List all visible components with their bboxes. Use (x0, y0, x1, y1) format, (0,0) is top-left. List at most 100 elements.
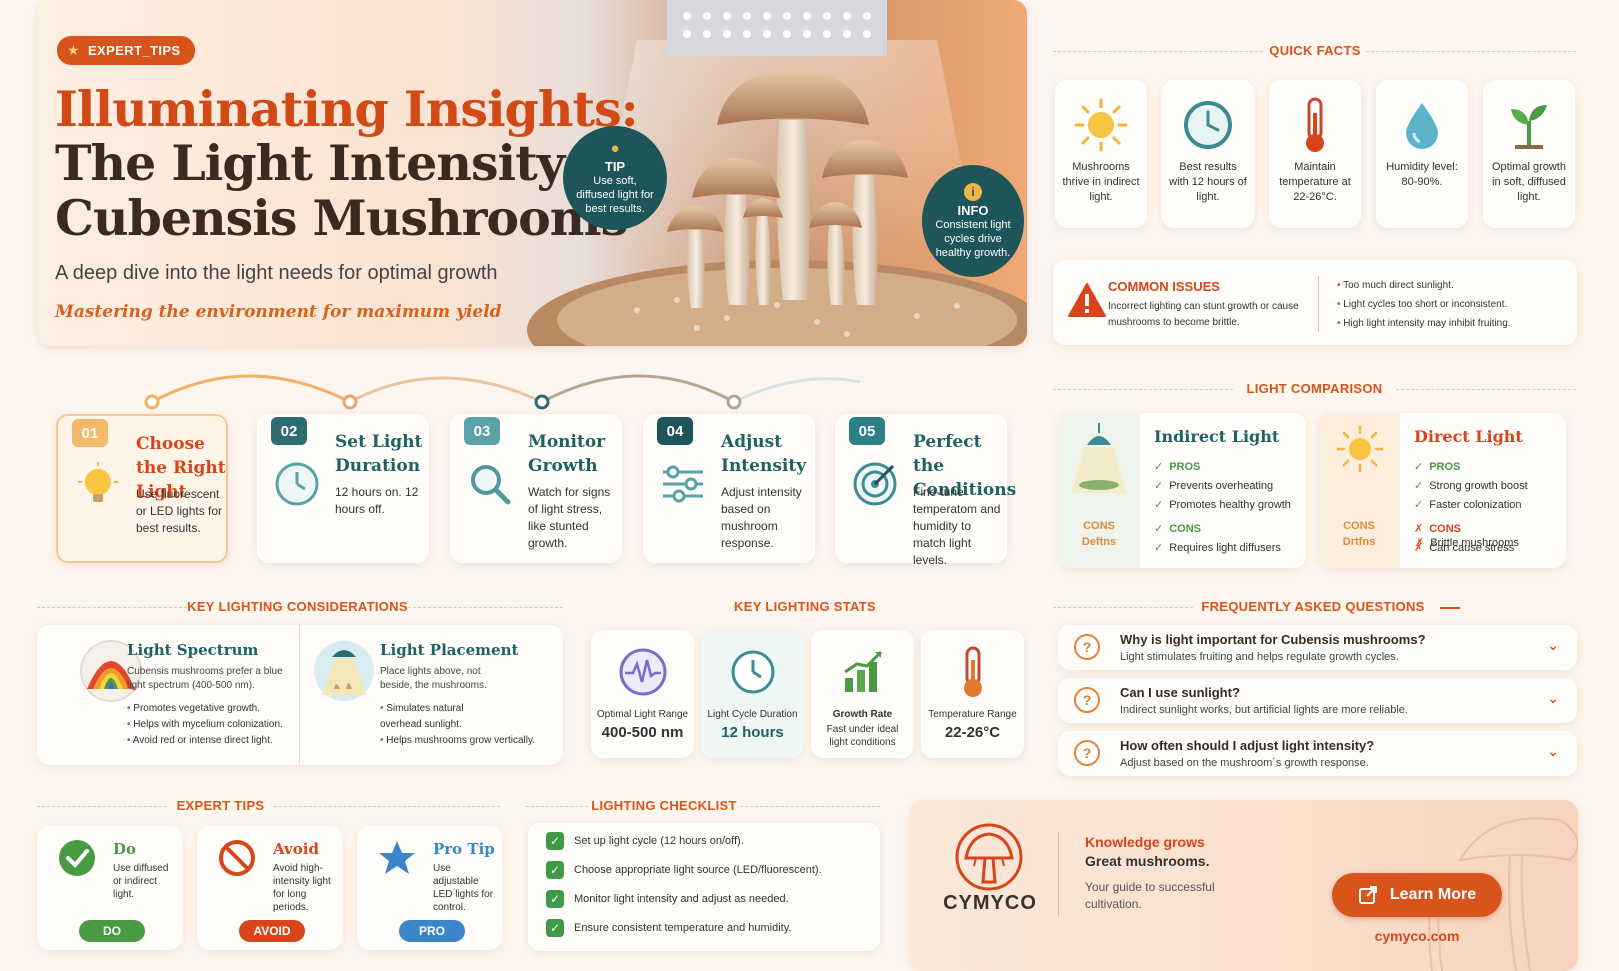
direct-pros-label: ✓ PROS (1414, 461, 1461, 473)
step-body: Fine-tune temperatom and humidity to mat… (913, 485, 1001, 567)
learn-more-button[interactable]: Learn More (1332, 873, 1502, 917)
step-number: 04 (657, 417, 693, 445)
placement-desc: Place lights above, not beside, the mush… (380, 666, 487, 691)
fact-card: Best results with 12 hours of light. (1162, 80, 1254, 228)
faq-title: FREQUENTLY ASKED QUESTIONS (1201, 599, 1425, 614)
considerations-card: Light Spectrum Cubensis mushrooms prefer… (37, 625, 563, 765)
stat-value: 22-26°C (944, 724, 1001, 741)
light-bulb-icon (78, 462, 118, 502)
stat-label: Temperature Range (928, 709, 1017, 720)
waveform-icon (591, 640, 694, 704)
water-drop-icon (1376, 90, 1468, 160)
sliders-icon (663, 465, 703, 503)
expert-tips-badge: ★ EXPERT_TIPS (57, 36, 195, 65)
tip-desc: Avoid high-intensity light for long peri… (273, 863, 331, 913)
step-number: 03 (464, 417, 500, 445)
no-entry-icon (219, 840, 255, 876)
lightbulb-icon: ● (610, 140, 620, 157)
considerations-title: KEY LIGHTING CONSIDERATIONS (187, 599, 408, 614)
placement-bullet: Simulates natural overhead sunlight. (380, 701, 500, 733)
indirect-pro-item: ✓ Prevents overheating (1154, 480, 1274, 492)
direct-side-text: CONS Drtfns (1342, 520, 1376, 548)
issue-item: • High light intensity may inhibit fruit… (1337, 318, 1511, 329)
checkbox-icon[interactable]: ✓ (546, 919, 564, 937)
brand-name: CYMYCO (943, 892, 1037, 914)
spectrum-title: Light Spectrum (127, 641, 259, 659)
checkbox-icon[interactable]: ✓ (546, 890, 564, 908)
chevron-down-icon[interactable]: ⌄ (1547, 743, 1559, 759)
step-card-1: 01 Choose the Right Light Use fluorescen… (56, 414, 228, 563)
expert-tips-title: EXPERT TIPS (176, 798, 265, 813)
checklist-item[interactable]: ✓ Choose appropriate light source (LED/fl… (546, 861, 822, 879)
direct-light-card: CONS Drtfns Direct Light ✓ PROS ✓ Strong gr… (1318, 413, 1566, 568)
issue-item: • Too much direct sunlight. (1337, 280, 1454, 291)
website-link[interactable]: cymyco.com (1374, 928, 1460, 944)
placement-block: Light Placement Place lights above, not … (380, 641, 555, 749)
hero-title-line-3: Cubensis Mushrooms (55, 189, 628, 247)
checklist-card (528, 823, 880, 951)
cta-line-1: Knowledge grows (1085, 834, 1205, 850)
step-title: Monitor Growth (528, 432, 606, 476)
tip-title: Do (113, 840, 137, 858)
hero-title-line-1: Illuminating Insights: (55, 80, 639, 138)
step-card-2: 02 Set Light Duration 12 hours on. 12 ho… (257, 414, 429, 563)
indirect-pro-item: ✓ Promotes healthy growth (1154, 499, 1291, 511)
checkbox-icon[interactable]: ✓ (546, 861, 564, 879)
chevron-down-icon[interactable]: ⌄ (1547, 690, 1559, 706)
chevron-down-icon[interactable]: ⌄ (1547, 637, 1559, 653)
checklist-title: LIGHTING CHECKLIST (591, 798, 737, 813)
faq-question: Can I use sunlight? (1120, 685, 1240, 700)
tip-desc: Use diffused or indirect light. (113, 863, 169, 900)
clock-icon (701, 640, 804, 704)
spectrum-icon (80, 640, 142, 702)
tip-card-do: Do Use diffused or indirect light. DO (37, 826, 182, 950)
target-icon (853, 462, 897, 506)
cymyco-logo-icon (955, 823, 1023, 891)
step-card-5: 05 Perfect the Conditions Fine-tune temp… (835, 414, 1016, 567)
spectrum-block: Light Spectrum Cubensis mushrooms prefer… (127, 641, 297, 749)
faq-item[interactable]: ? How often should I adjust light intens… (1058, 731, 1577, 776)
tip-desc: Use adjustable LED lights for control. (433, 863, 494, 913)
step-title: Adjust Intensity (721, 432, 807, 476)
spectrum-bullet: Helps with mycelium colonization. (127, 717, 297, 733)
question-icon: ? (1074, 634, 1100, 660)
placement-title: Light Placement (380, 641, 519, 659)
faq-item[interactable]: ? Can I use sunlight? Indirect sunlight … (1058, 678, 1577, 723)
checkbox-icon[interactable]: ✓ (546, 832, 564, 850)
direct-cons-label: ✗ CONS (1414, 523, 1461, 535)
tip-pill-pro: PRO (399, 920, 465, 942)
checklist-item[interactable]: ✓ Set up light cycle (12 hours on/off). (546, 832, 744, 850)
clock-icon (1162, 90, 1254, 160)
step-body: Use fluorescent or LED lights for best r… (136, 487, 223, 535)
cta-description: Your guide to successful cultivation. (1085, 880, 1215, 911)
common-issues-bullets: • Too much direct sunlight. • Light cycl… (1337, 276, 1511, 333)
checklist-item[interactable]: ✓ Monitor light intensity and adjust as n… (546, 890, 789, 908)
placement-bullets: Simulates natural overhead sunlight. Hel… (380, 701, 555, 749)
checklist-item[interactable]: ✓ Ensure consistent temperature and humid… (546, 919, 791, 937)
info-bubble: i INFO Consistent light cycles drive hea… (922, 165, 1024, 277)
placement-bullet: Helps mushrooms grow vertically. (380, 733, 555, 749)
tip-title: Avoid (273, 840, 319, 858)
faq-item[interactable]: ? Why is light important for Cubensis mu… (1058, 625, 1577, 670)
tip-pill-do: DO (79, 920, 145, 942)
star-icon: ★ (67, 42, 80, 58)
sprout-icon (1483, 90, 1575, 160)
direct-con-item: ✗ Brittle mushrooms (1415, 537, 1519, 549)
learn-more-label: Learn More (1389, 886, 1477, 903)
issue-item: • Light cycles too short or inconsistent… (1337, 299, 1508, 310)
stat-value: Fast under ideal light conditions (826, 724, 899, 748)
stat-label: Optimal Light Range (596, 709, 689, 720)
common-issues-title: COMMON ISSUES (1108, 279, 1220, 294)
cta-banner: CYMYCO Knowledge grows Great mushrooms. … (910, 800, 1578, 971)
direct-pro-item: ✓ Faster colonization (1414, 499, 1522, 511)
check-circle-icon (59, 840, 95, 876)
common-issues-text: Incorrect lighting can stunt growth or c… (1108, 301, 1299, 328)
indirect-side-text: CONS Deftns (1081, 520, 1117, 548)
fact-text: Humidity level: 80-90%. (1386, 161, 1458, 188)
spectrum-bullet: Avoid red or intense direct light. (127, 733, 297, 749)
info-icon: i (964, 182, 982, 201)
spectrum-bullet: Promotes vegetative growth. (127, 701, 297, 717)
warning-icon (1068, 283, 1106, 317)
step-body: Adjust intensity based on mushroom respo… (721, 485, 802, 550)
timeline-connector (144, 374, 860, 410)
